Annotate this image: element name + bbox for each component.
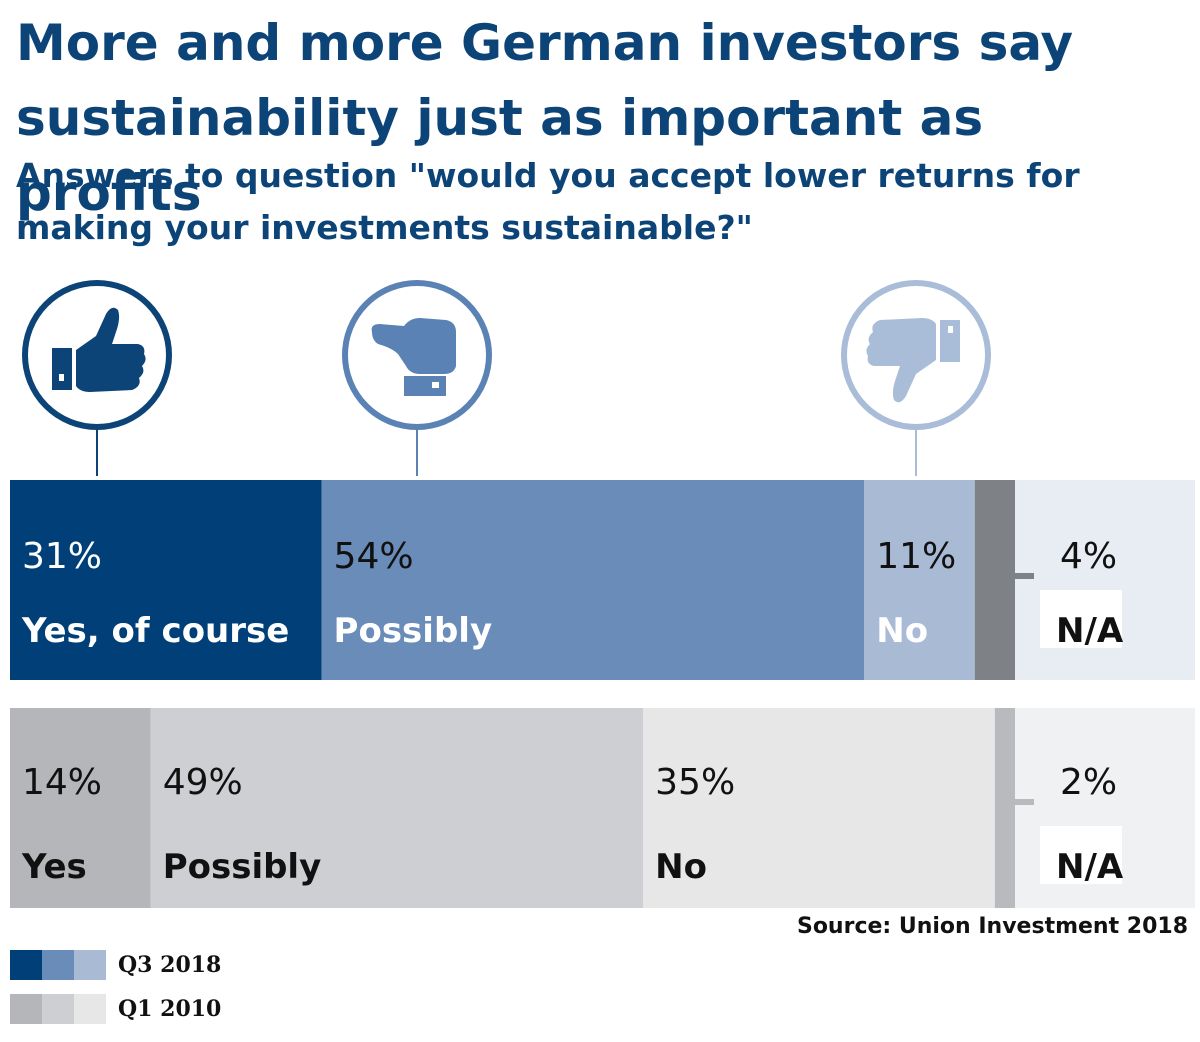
data-label: 4% xyxy=(1060,536,1117,577)
thumbs-sideways-icon xyxy=(342,280,492,476)
data-label: 2% xyxy=(1060,762,1117,803)
chart-title: More and more German investors say susta… xyxy=(16,6,1186,231)
legend-swatch-light xyxy=(74,950,106,980)
answer-icons xyxy=(22,280,991,476)
thumbs-down-icon xyxy=(841,280,991,476)
legend-swatch-mid xyxy=(42,950,74,980)
category-label: Possibly xyxy=(334,611,493,651)
data-label: 54% xyxy=(334,536,414,577)
na-label-box xyxy=(1040,590,1122,648)
stacked-bar-chart: 31% Yes, of course 54% Possibly 11% No 4% N/A 14… xyxy=(10,480,1195,908)
category-label: Yes xyxy=(21,847,87,887)
bar-segment-q1-2010-possibly xyxy=(150,708,644,908)
legend-item-q1-2010: Q1 2010 xyxy=(10,994,221,1024)
bar-segment-q1-2010-yes xyxy=(10,708,151,908)
legend-swatch-dark xyxy=(10,994,42,1024)
bar-segment-q3-2018-no xyxy=(864,480,975,680)
data-label: 49% xyxy=(163,762,243,803)
data-label: 14% xyxy=(22,762,102,803)
bar-segment-q3-2018-yes-of-course xyxy=(10,480,322,680)
data-label: 35% xyxy=(655,762,735,803)
na-label-box xyxy=(1040,826,1122,884)
legend-swatch-light xyxy=(74,994,106,1024)
category-label: No xyxy=(655,847,707,887)
legend-label: Q1 2010 xyxy=(118,996,222,1022)
title-line-1: More and more German investors say xyxy=(16,14,1074,72)
data-label: 11% xyxy=(876,536,956,577)
bar-segment-q1-2010-no xyxy=(643,708,995,908)
category-label: N/A xyxy=(1056,611,1124,651)
bar-segment-q1-2010-n-a xyxy=(994,708,1015,908)
category-label: N/A xyxy=(1056,847,1124,887)
thumbs-up-icon xyxy=(22,280,172,476)
title-line-2: sustainability just as important as prof… xyxy=(16,89,984,222)
subtitle-line-2: making your investments sustainable?" xyxy=(16,208,753,247)
category-label: Yes, of course xyxy=(21,611,289,651)
legend-swatch-mid xyxy=(42,994,74,1024)
category-label: No xyxy=(876,611,928,651)
bar-segment-q3-2018-n-a xyxy=(974,480,1015,680)
category-label: Possibly xyxy=(163,847,322,887)
chart-subtitle: Answers to question "would you accept lo… xyxy=(16,150,1186,254)
legend-label: Q3 2018 xyxy=(118,952,222,978)
legend-swatch-dark xyxy=(10,950,42,980)
bar-segment-q3-2018-possibly xyxy=(321,480,865,680)
legend-item-q3-2018: Q3 2018 xyxy=(10,950,221,980)
subtitle-line-1: Answers to question "would you accept lo… xyxy=(16,156,1080,195)
source-note: Source: Union Investment 2018 xyxy=(796,914,1188,939)
data-label: 31% xyxy=(22,536,102,577)
